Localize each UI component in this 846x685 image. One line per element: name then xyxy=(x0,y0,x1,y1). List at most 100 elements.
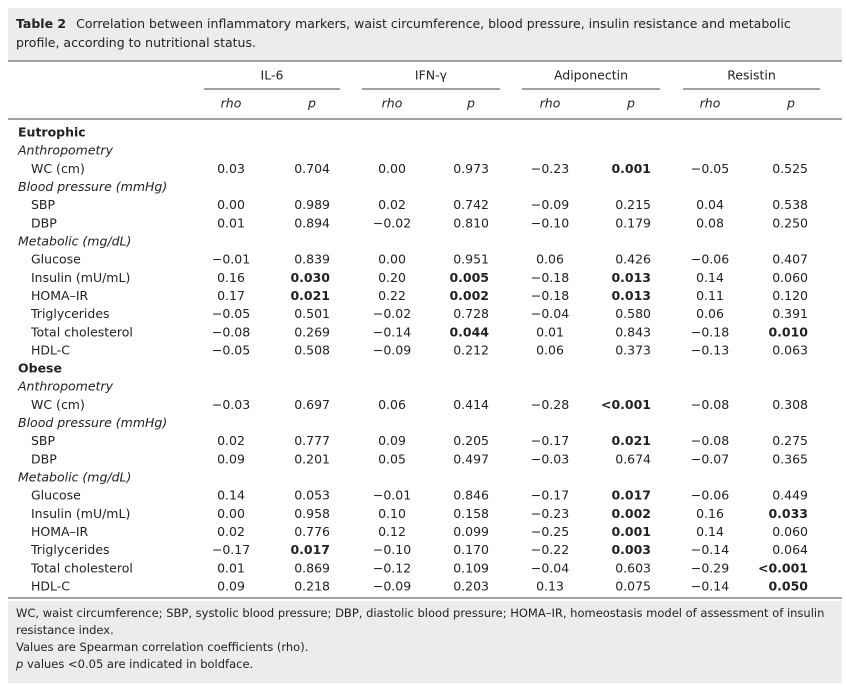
cell: −0.25 xyxy=(531,524,569,539)
cell: 0.053 xyxy=(294,488,330,503)
cell: −0.13 xyxy=(691,342,729,357)
cell: −0.23 xyxy=(531,161,569,176)
cell: −0.17 xyxy=(531,488,569,503)
cell: 0.776 xyxy=(294,524,330,539)
cell: 0.158 xyxy=(453,506,489,521)
cell: 0.017 xyxy=(290,542,330,557)
cell: −0.18 xyxy=(531,270,569,285)
table: IL-6 IFN-γ Adiponectin Resistin rho p rho p rho p… xyxy=(8,60,842,599)
cell: 0.021 xyxy=(290,288,330,303)
sub-header: p xyxy=(786,96,795,111)
row-label: SBP xyxy=(31,197,56,212)
cell: 0.01 xyxy=(217,560,245,575)
cell: 0.08 xyxy=(696,215,724,230)
cell: −0.09 xyxy=(373,579,411,594)
cell: 0.742 xyxy=(453,197,489,212)
cell: −0.07 xyxy=(691,451,729,466)
cell: 0.03 xyxy=(217,161,245,176)
cell: −0.17 xyxy=(531,433,569,448)
cell: −0.22 xyxy=(531,542,569,557)
row-label: Glucose xyxy=(31,488,81,503)
cell: 0.201 xyxy=(294,451,330,466)
cell: 0.12 xyxy=(378,524,406,539)
cell: 0.02 xyxy=(217,433,245,448)
cell: <0.001 xyxy=(601,397,651,412)
cell: 0.407 xyxy=(772,252,808,267)
row-label: WC (cm) xyxy=(31,397,85,412)
cell: 0.373 xyxy=(615,342,651,357)
cell: 0.179 xyxy=(615,215,651,230)
cell: 0.06 xyxy=(536,342,564,357)
cell: −0.12 xyxy=(373,560,411,575)
cell: −0.03 xyxy=(531,451,569,466)
cell: 0.050 xyxy=(768,579,808,594)
note: WC, waist circumference; SBP, systolic b… xyxy=(16,606,825,637)
cell: −0.14 xyxy=(691,542,729,557)
cell: 0.001 xyxy=(611,524,651,539)
cell: 0.013 xyxy=(611,270,651,285)
cell: 0.060 xyxy=(772,524,808,539)
cell: 0.01 xyxy=(217,215,245,230)
cell: 0.14 xyxy=(696,524,724,539)
cell: −0.08 xyxy=(691,433,729,448)
section-label: Obese xyxy=(18,361,62,376)
cell: 0.06 xyxy=(378,397,406,412)
sub-header: rho xyxy=(540,96,561,111)
row-label: DBP xyxy=(31,215,57,230)
row-label: Total cholesterol xyxy=(30,560,133,575)
cell: −0.17 xyxy=(212,542,250,557)
cell: 0.20 xyxy=(378,270,406,285)
cell: −0.01 xyxy=(212,252,250,267)
cell: 0.120 xyxy=(772,288,808,303)
cell: 0.002 xyxy=(449,288,489,303)
row-label: Insulin (mU/mL) xyxy=(31,506,130,521)
cell: 0.218 xyxy=(294,579,330,594)
cell: 0.11 xyxy=(696,288,724,303)
cell: 0.02 xyxy=(378,197,406,212)
cell: 0.728 xyxy=(453,306,489,321)
cell: 0.030 xyxy=(290,270,330,285)
cell: 0.064 xyxy=(772,542,808,557)
cell: −0.14 xyxy=(373,324,411,339)
cell: −0.28 xyxy=(531,397,569,412)
note-symbol: p xyxy=(16,657,24,671)
cell: 0.099 xyxy=(453,524,489,539)
cell: 0.215 xyxy=(615,197,651,212)
cell: 0.212 xyxy=(453,342,489,357)
row-label: Total cholesterol xyxy=(30,324,133,339)
cell: 0.00 xyxy=(217,506,245,521)
cell: 0.426 xyxy=(615,252,651,267)
cell: −0.02 xyxy=(373,306,411,321)
cell: 0.17 xyxy=(217,288,245,303)
cell: 0.538 xyxy=(772,197,808,212)
row-label: Insulin (mU/mL) xyxy=(31,270,130,285)
cell: 0.951 xyxy=(453,252,489,267)
cell: 0.033 xyxy=(768,506,808,521)
subsection-label: Anthropometry xyxy=(17,379,114,394)
cell: 0.16 xyxy=(696,506,724,521)
cell: 0.501 xyxy=(294,306,330,321)
row-label: WC (cm) xyxy=(31,161,85,176)
cell: 0.04 xyxy=(696,197,724,212)
cell: 0.06 xyxy=(696,306,724,321)
row-label: Glucose xyxy=(31,252,81,267)
cell: 0.01 xyxy=(536,324,564,339)
cell: −0.10 xyxy=(531,215,569,230)
subsection-label: Blood pressure (mmHg) xyxy=(18,179,167,194)
cell: 0.580 xyxy=(615,306,651,321)
row-label: SBP xyxy=(31,433,56,448)
cell: 0.22 xyxy=(378,288,406,303)
cell: 0.060 xyxy=(772,270,808,285)
cell: 0.044 xyxy=(449,324,489,339)
cell: −0.08 xyxy=(691,397,729,412)
cell: 0.508 xyxy=(294,342,330,357)
row-label: Triglycerides xyxy=(30,306,110,321)
cell: 0.170 xyxy=(453,542,489,557)
cell: 0.203 xyxy=(453,579,489,594)
cell: 0.06 xyxy=(536,252,564,267)
cell: 0.00 xyxy=(378,252,406,267)
row-label: HDL-C xyxy=(31,342,70,357)
cell: 0.205 xyxy=(453,433,489,448)
cell: 0.894 xyxy=(294,215,330,230)
section-label: Eutrophic xyxy=(18,125,86,140)
